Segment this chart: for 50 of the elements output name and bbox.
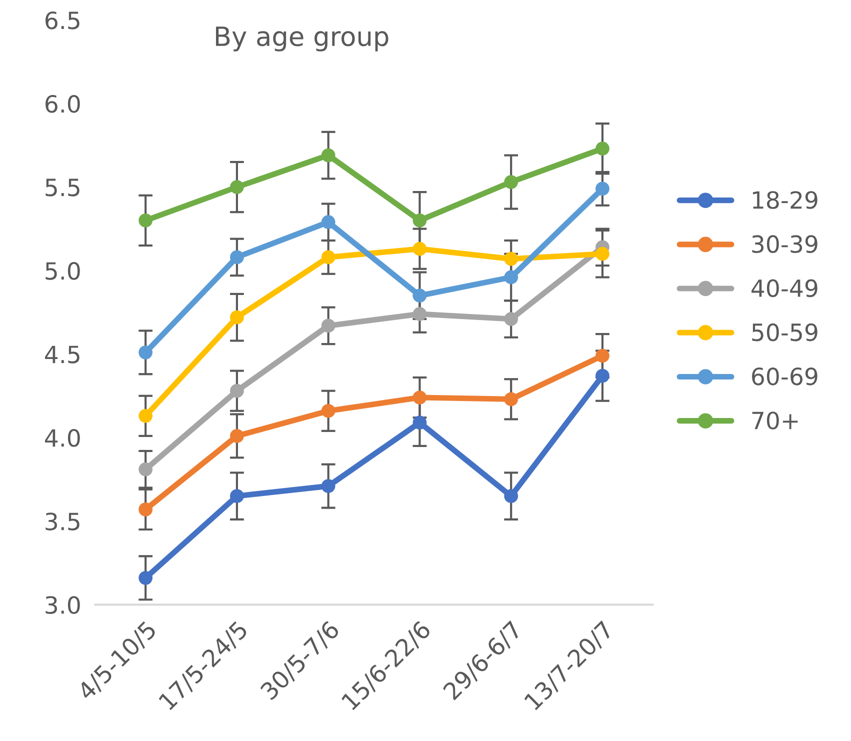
y-tick-label: 5.0	[46, 262, 80, 280]
point	[138, 408, 153, 423]
y-tick-label: 6.0	[46, 94, 80, 113]
legend-label: 30-39	[752, 235, 818, 254]
point	[596, 142, 610, 156]
y-tick-label: 4.0	[45, 429, 80, 447]
point	[504, 175, 518, 189]
point	[504, 312, 518, 326]
point	[321, 318, 336, 333]
point	[230, 489, 244, 504]
point	[596, 182, 610, 196]
y-tick-label: 3.0	[46, 596, 80, 614]
point	[412, 242, 427, 256]
point	[504, 489, 518, 504]
point	[138, 214, 153, 228]
y-tick-label: 3.5	[46, 512, 80, 530]
point	[596, 368, 610, 383]
point	[412, 307, 427, 321]
point	[230, 250, 244, 264]
point	[230, 310, 244, 324]
point	[138, 502, 153, 516]
point	[504, 392, 518, 406]
chart-title: By age group	[216, 26, 388, 52]
point	[412, 288, 427, 303]
y-tick-label: 6.5	[46, 11, 80, 30]
legend-label: 70+	[752, 412, 798, 430]
legend-label: 50-59	[752, 323, 818, 342]
point	[321, 215, 336, 230]
point	[412, 416, 427, 430]
point	[138, 462, 153, 476]
legend-label: 40-49	[752, 279, 818, 298]
point	[412, 214, 427, 228]
point	[321, 250, 336, 264]
point	[230, 384, 244, 398]
point	[321, 479, 336, 493]
point	[138, 345, 153, 360]
y-tick-label: 5.5	[46, 178, 80, 196]
point	[596, 348, 610, 363]
y-tick-label: 4.5	[45, 346, 80, 364]
point	[321, 404, 336, 418]
point	[138, 570, 153, 585]
point	[504, 270, 518, 284]
point	[596, 246, 610, 261]
legend-label: 60-69	[752, 367, 818, 386]
point	[504, 252, 518, 266]
point	[321, 148, 336, 162]
point	[412, 390, 427, 404]
point	[230, 180, 244, 194]
point	[230, 429, 244, 443]
legend-label: 18-29	[752, 191, 818, 209]
